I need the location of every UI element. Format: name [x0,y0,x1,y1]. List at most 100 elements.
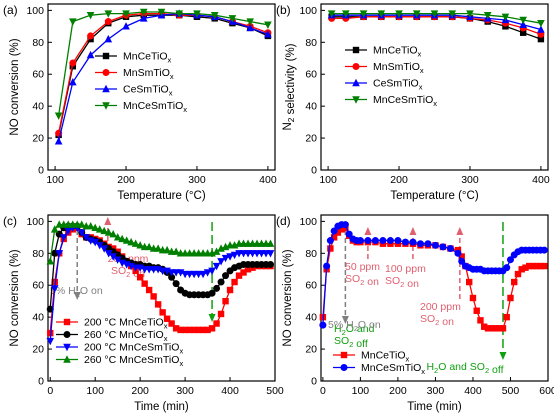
data-point [377,10,386,18]
annotation-arrow [104,217,112,225]
legend-marker [63,331,71,338]
data-point [122,10,130,18]
legend-label: 260 °C MnCeSmTiOx [84,354,183,368]
data-point [175,10,184,18]
data-point [264,30,272,38]
data-point [141,280,148,287]
annotation-arrow [341,316,349,324]
data-point [104,34,113,43]
x-tick-label: 100 [352,385,370,397]
y-tick-label: 40 [32,312,44,324]
data-point [199,270,207,279]
x-tick-label: 500 [266,385,284,397]
x-axis-label: Temperature (°C) [117,190,205,202]
annotation-arrow [364,227,372,235]
legend-entry: MnCeTiOx [333,350,410,364]
data-point [507,294,514,302]
x-tick-label: 300 [427,385,445,397]
data-point [221,254,230,263]
data-point [226,286,234,294]
legend-label: MnSmTiOx [123,67,174,81]
data-point [533,262,540,270]
data-point [330,234,338,241]
data-point [91,238,99,247]
data-point [330,227,338,235]
y-axis-label: N2 selectivity (%) [282,43,297,130]
legend-entry: MnCeSmTiOx [333,362,425,376]
data-point [228,15,237,23]
data-point [46,257,55,265]
data-point [150,293,157,300]
legend-label: MnSmTiOx [373,61,424,75]
data-point [506,256,514,264]
data-point [222,272,230,280]
data-point [159,309,166,316]
data-point [163,315,171,322]
panel-d: 0 100 200 300 400 500 600 0 20 40 60 80 100 Time (min… [276,214,554,413]
data-point [213,284,221,292]
data-point [492,325,499,332]
series-260-c-mncesmtiox [46,220,275,265]
series-mncesmtiox [327,10,545,28]
data-point [136,274,144,281]
data-point [537,25,545,33]
data-point [145,242,153,251]
legend-entry: 200 °C MnCeSmTiOx [56,342,183,356]
legend-marker [352,96,360,104]
y-tick-label: 0 [311,376,317,388]
data-point [82,234,91,242]
data-point [409,238,417,246]
data-point [139,8,148,17]
data-point [235,272,243,279]
data-point [193,10,201,18]
data-point [55,250,64,258]
data-point [208,325,216,332]
y-tick-label: 100 [299,5,317,17]
data-point [264,21,272,29]
data-point [319,321,327,329]
x-tick-label: 500 [502,385,520,397]
data-point [483,11,492,20]
data-point [266,250,275,258]
x-tick-label: 300 [188,174,206,186]
data-point [77,220,86,228]
data-point [163,245,171,254]
data-point [327,10,336,18]
data-point [113,256,122,264]
plot-frame [320,3,549,171]
series-mncesmtiox [319,221,548,329]
y-tick-label: 100 [26,216,44,228]
annotation-text: 100 ppm [385,263,426,275]
data-point [113,233,122,241]
y-tick-label: 40 [305,101,317,113]
y-tick-label: 60 [305,280,317,292]
data-point [136,241,144,249]
data-point [511,278,518,286]
x-axis-label: Time (min) [134,401,189,413]
data-point [430,10,439,18]
legend-label: CeSmTiOx [373,78,423,92]
x-tick-label: 100 [86,385,104,397]
data-point [496,325,503,332]
data-point [488,325,495,332]
data-point [454,249,462,257]
data-point [100,245,108,253]
legend-marker [352,63,360,70]
x-tick-label: 400 [221,385,239,397]
data-point [172,325,180,332]
legend-marker [352,78,360,87]
data-point [50,285,59,293]
x-tick-label: 100 [46,174,64,186]
y-tick-label: 100 [26,5,44,17]
data-point [104,228,113,236]
data-point [537,262,544,270]
legend-entry: 260 °C MnCeSmTiOx [56,354,183,368]
data-point [469,294,477,302]
data-point [522,264,529,271]
data-point [131,239,140,247]
data-point [86,11,95,20]
data-point [266,239,275,247]
data-point [424,240,432,248]
